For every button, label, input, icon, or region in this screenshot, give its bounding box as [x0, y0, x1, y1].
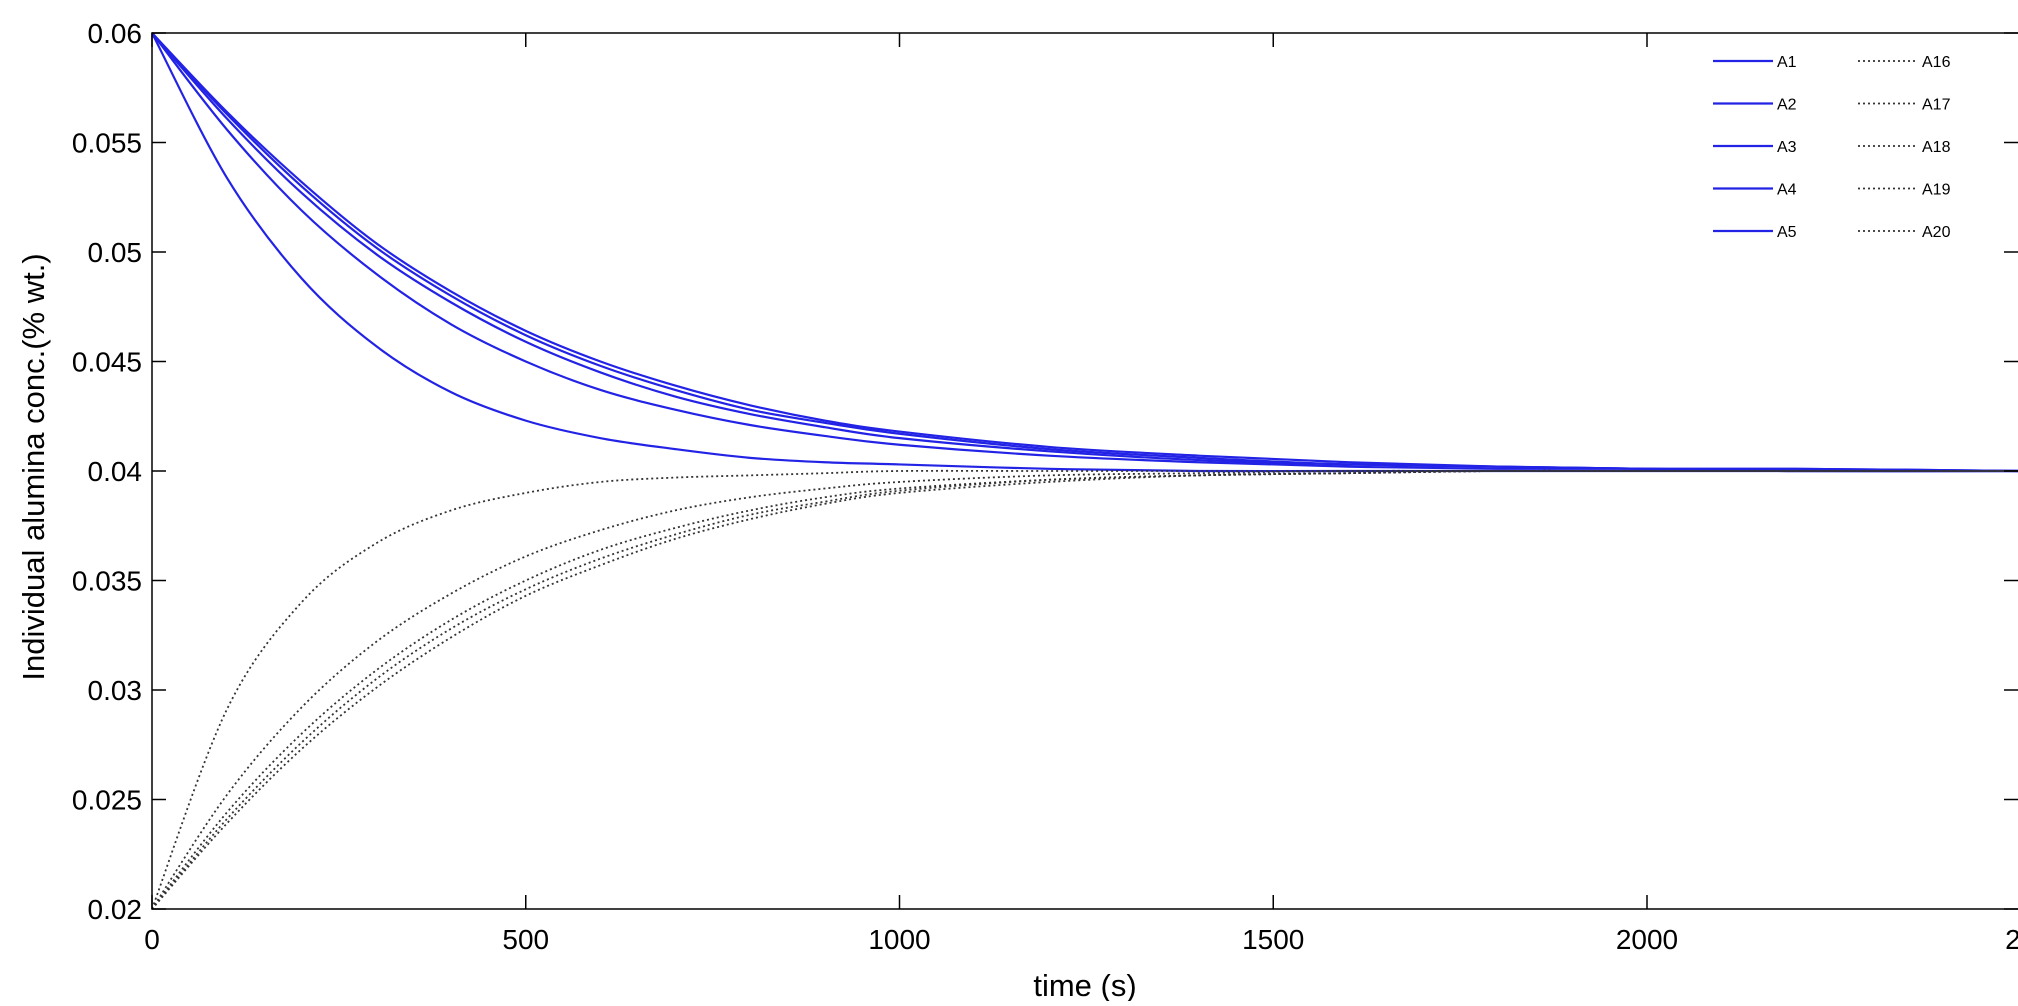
legend-label-a2: A2 — [1777, 97, 1797, 114]
series-line-a20 — [152, 469, 2018, 910]
y-tick-label: 0.04 — [88, 456, 143, 487]
y-axis-label: Individual alumina conc.(% wt.) — [16, 253, 51, 680]
series-layer — [152, 32, 2018, 910]
series-line-a4 — [152, 32, 2018, 473]
y-tick-label: 0.035 — [72, 566, 142, 597]
x-tick-label: 25 — [2005, 924, 2018, 955]
legend-label-a17: A17 — [1922, 97, 1951, 114]
x-axis-label: time (s) — [1033, 968, 1136, 1001]
series-line-a16 — [152, 469, 2018, 910]
x-tick-label: 2000 — [1616, 924, 1678, 955]
y-tick-label: 0.03 — [88, 675, 143, 706]
legend-label-a16: A16 — [1922, 54, 1951, 71]
series-line-a3 — [152, 32, 2018, 473]
legend-label-a5: A5 — [1777, 224, 1797, 241]
series-line-a2 — [152, 32, 2018, 473]
y-tick-label: 0.05 — [88, 237, 143, 268]
x-tick-label: 500 — [502, 924, 549, 955]
legend-label-a18: A18 — [1922, 139, 1951, 156]
series-line-a5 — [152, 32, 2018, 473]
axes-layer: 0 500 1000 1500 2000 25 0.02 0.025 0.03 0.035 0.04… — [72, 18, 2018, 955]
series-line-a17 — [152, 469, 2018, 910]
legend-label-a1: A1 — [1777, 54, 1797, 71]
legend: A1 A2 A3 A4 A5 A16 A17 A18 A19 A20 — [1713, 54, 1951, 241]
y-tick-label: 0.055 — [72, 128, 142, 159]
y-tick-label: 0.06 — [88, 18, 143, 49]
y-tick-label: 0.045 — [72, 347, 142, 378]
legend-label-a20: A20 — [1922, 224, 1951, 241]
series-line-a1 — [152, 32, 2018, 473]
series-line-a19 — [152, 469, 2018, 910]
x-tick-label: 1500 — [1242, 924, 1304, 955]
x-tick-label: 1000 — [868, 924, 930, 955]
x-tick-label: 0 — [144, 924, 160, 955]
y-tick-label: 0.02 — [88, 894, 143, 925]
series-line-a18 — [152, 469, 2018, 910]
legend-label-a3: A3 — [1777, 139, 1797, 156]
y-tick-label: 0.025 — [72, 785, 142, 816]
legend-label-a19: A19 — [1922, 182, 1951, 199]
legend-label-a4: A4 — [1777, 182, 1797, 199]
